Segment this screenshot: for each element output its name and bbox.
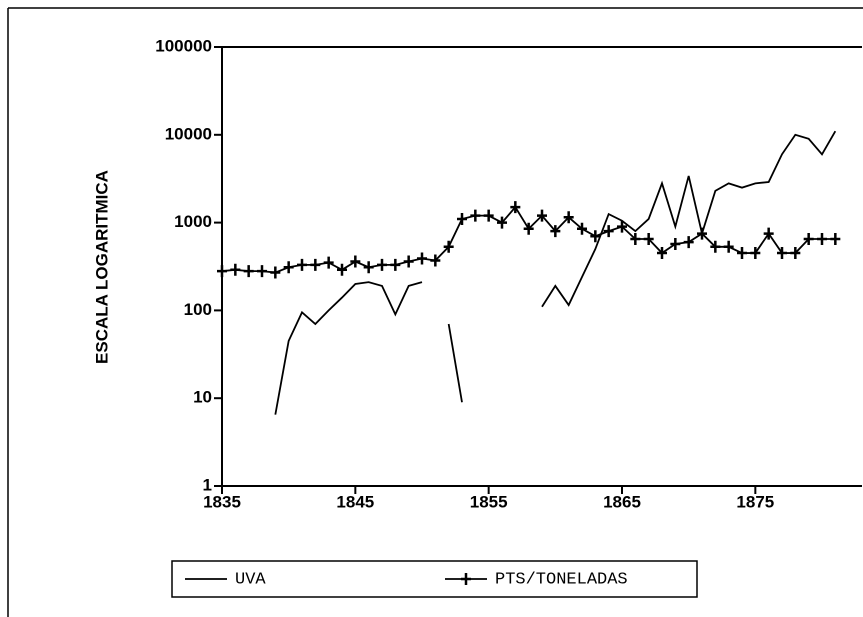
point-marker <box>830 233 841 246</box>
point-marker <box>790 247 801 260</box>
point-marker <box>230 263 241 276</box>
series-line <box>221 205 836 274</box>
point-marker <box>777 247 787 260</box>
point-marker <box>657 247 667 260</box>
point-marker <box>390 258 401 271</box>
y-axis-label: ESCALA LOGARITMICA <box>92 170 111 364</box>
point-marker <box>577 222 587 235</box>
point-marker <box>323 256 334 269</box>
point-marker <box>737 247 747 260</box>
point-marker <box>590 230 601 243</box>
point-marker <box>457 212 467 225</box>
point-marker <box>617 220 627 233</box>
point-marker <box>430 254 441 267</box>
point-marker <box>523 222 534 235</box>
point-marker <box>403 255 414 268</box>
point-marker <box>270 266 281 279</box>
point-marker <box>683 236 694 249</box>
y-tick-label: 10 <box>193 388 212 407</box>
legend-box <box>171 560 698 598</box>
point-marker <box>603 225 614 238</box>
point-marker <box>697 227 707 240</box>
y-tick-label: 100 <box>184 300 212 319</box>
point-marker <box>297 258 307 271</box>
point-marker <box>537 209 547 222</box>
x-tick-label: 1835 <box>203 492 241 511</box>
point-marker <box>510 201 521 214</box>
point-marker <box>257 265 267 278</box>
y-tick-label: 10000 <box>165 124 212 143</box>
point-marker <box>817 233 827 246</box>
y-tick-label: 1000 <box>174 212 212 231</box>
point-marker <box>630 233 641 246</box>
x-tick-label: 1845 <box>336 492 374 511</box>
point-marker <box>377 258 387 271</box>
point-marker <box>723 240 734 253</box>
series-line <box>274 130 837 415</box>
point-marker <box>310 258 321 271</box>
point-marker <box>470 209 481 222</box>
point-marker <box>563 211 574 224</box>
legend-marker <box>461 573 471 585</box>
x-tick-label: 1875 <box>736 492 774 511</box>
point-marker <box>643 233 654 246</box>
point-marker <box>243 265 254 278</box>
legend-label: UVA <box>235 570 266 589</box>
legend-label: PTS/TONELADAS <box>495 570 628 589</box>
point-marker <box>670 238 681 251</box>
point-marker <box>283 261 294 274</box>
point-marker <box>417 252 427 265</box>
y-tick-label: 100000 <box>155 36 212 55</box>
point-marker <box>550 225 561 238</box>
point-marker <box>217 265 227 278</box>
point-marker <box>337 263 347 276</box>
point-marker <box>710 240 721 253</box>
point-marker <box>363 261 374 274</box>
point-marker <box>443 240 454 253</box>
legend: UVA PTS/TONELADAS <box>185 570 628 589</box>
x-tick-label: 1865 <box>603 492 641 511</box>
point-marker <box>483 209 494 222</box>
x-tick-label: 1855 <box>470 492 508 511</box>
point-marker <box>803 233 814 246</box>
point-marker <box>763 227 774 240</box>
point-marker <box>497 216 507 229</box>
y-tick-label: 1 <box>203 475 212 494</box>
point-marker <box>750 247 761 260</box>
point-marker <box>350 255 361 268</box>
